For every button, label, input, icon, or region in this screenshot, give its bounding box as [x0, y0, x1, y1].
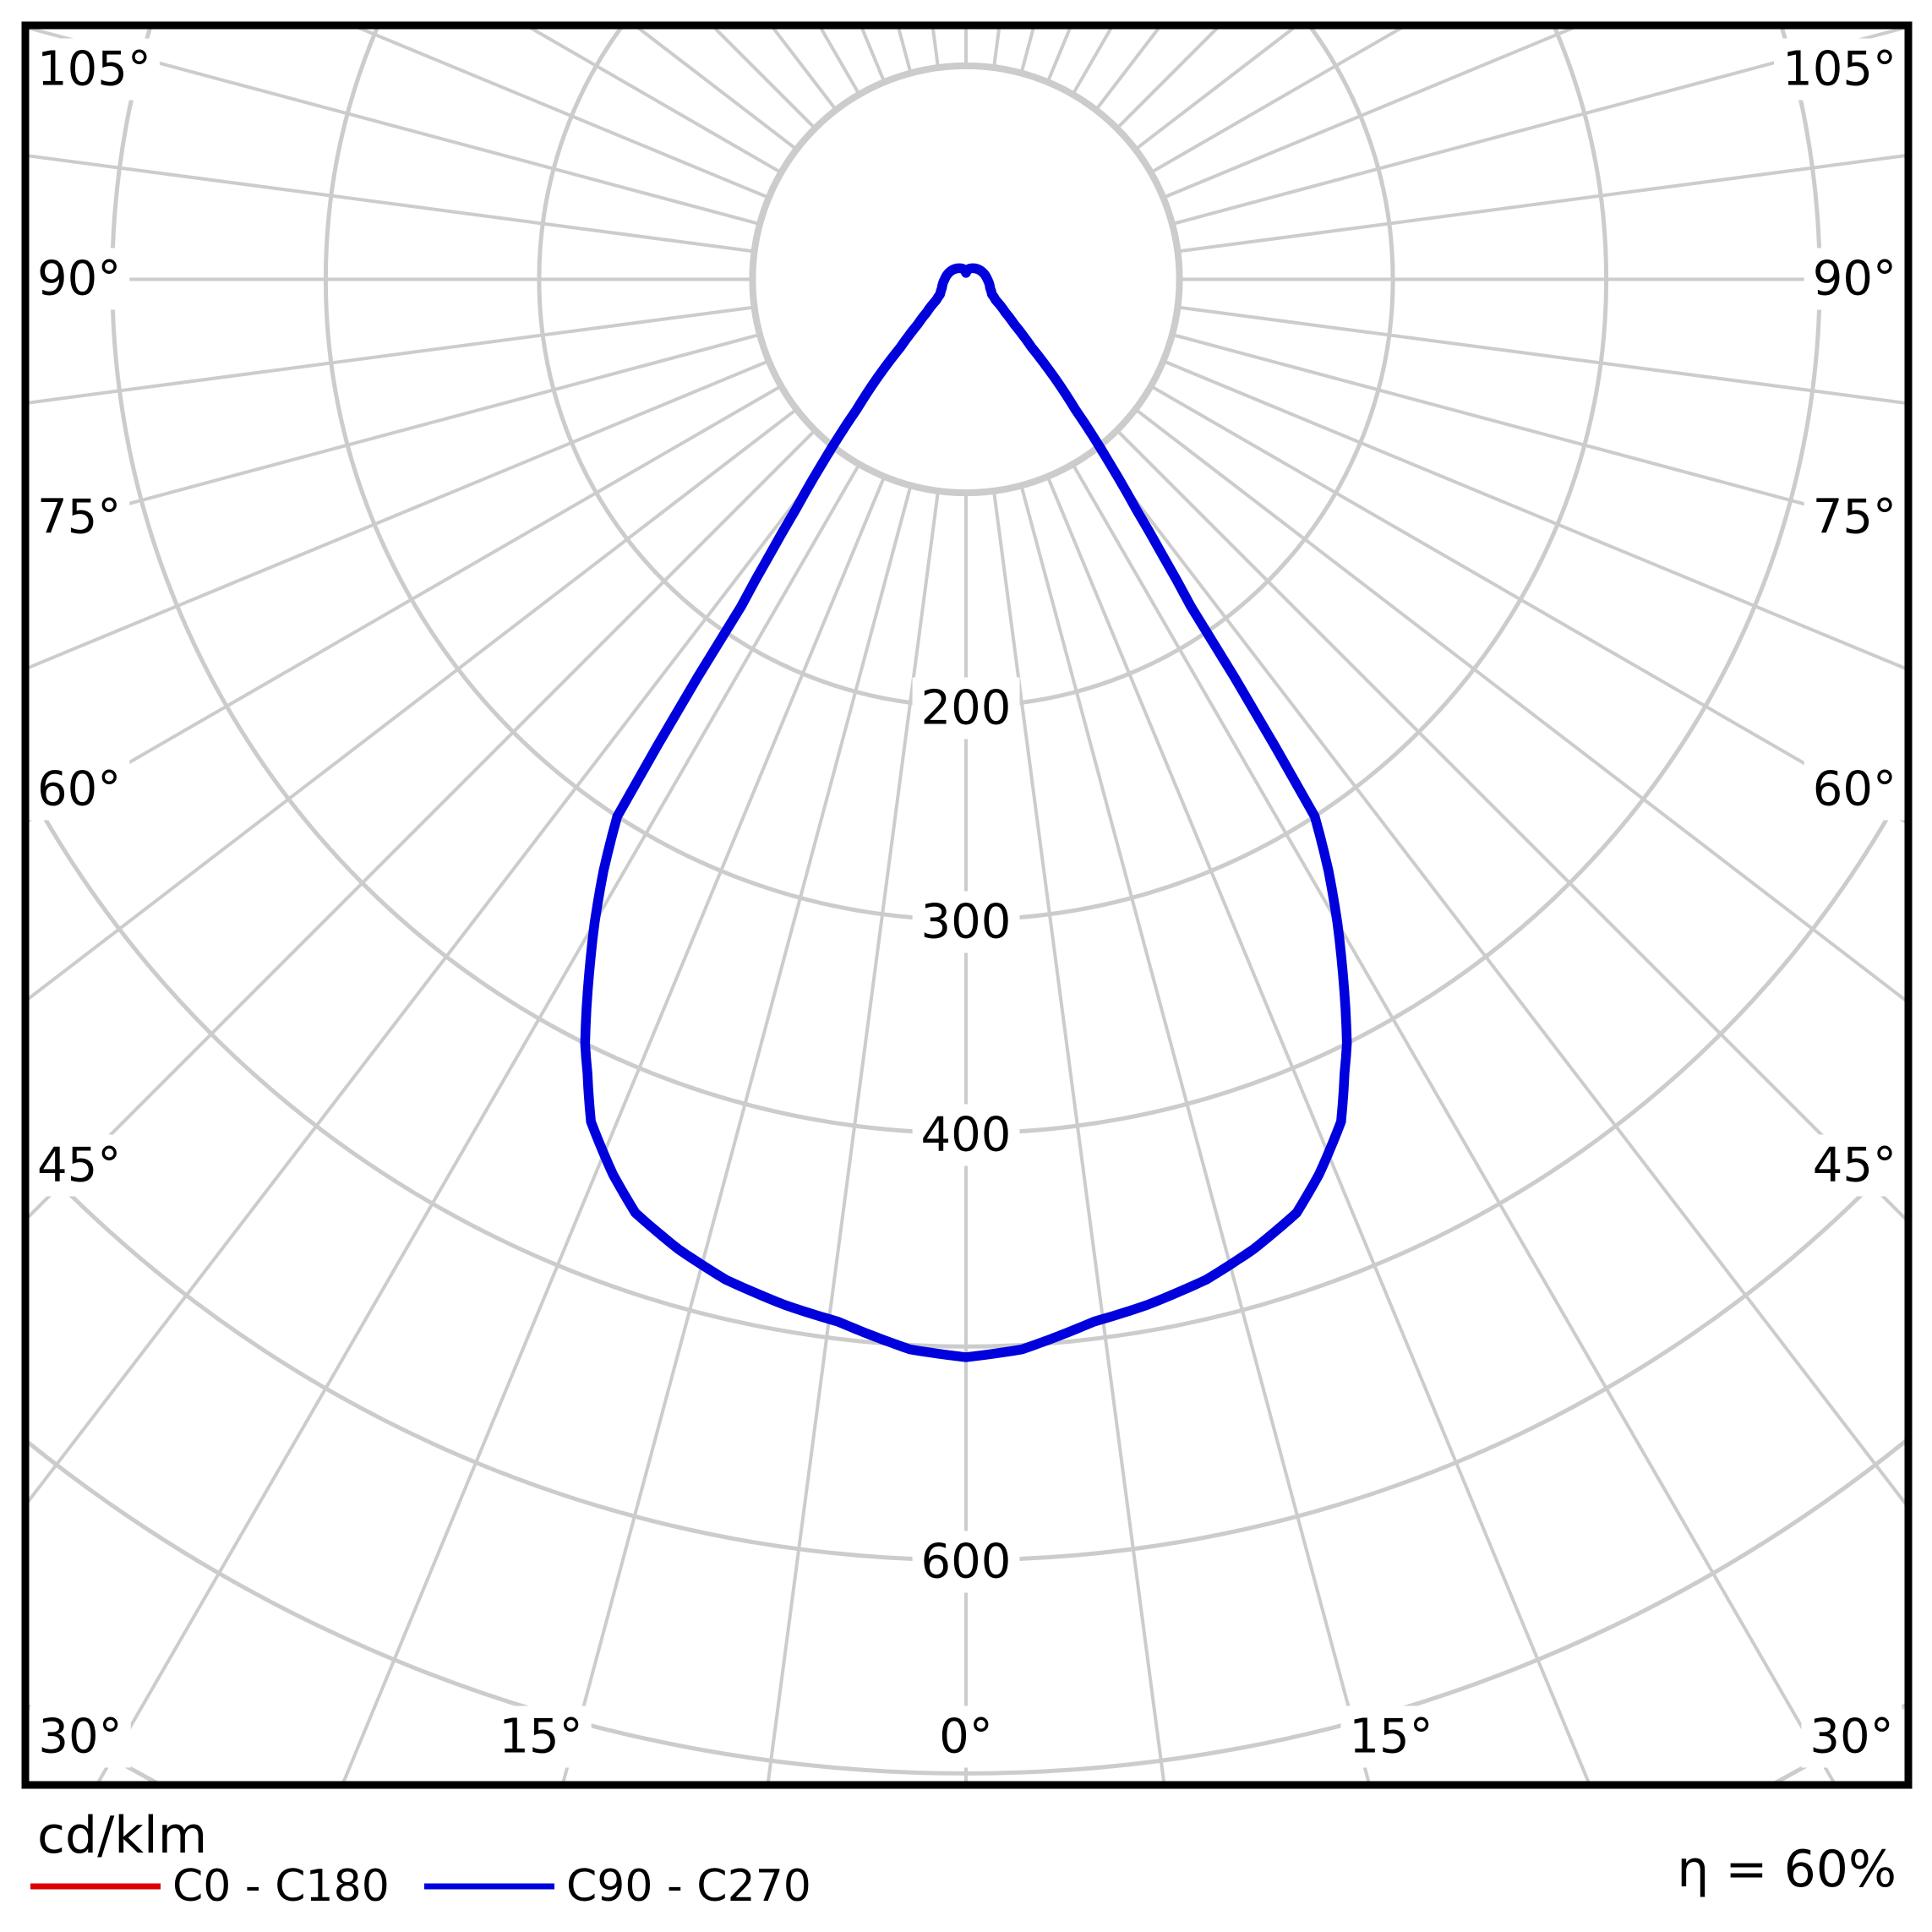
- angle-label-left-45: 45°: [37, 1138, 121, 1193]
- label-bg: [912, 1531, 1020, 1593]
- grid-radial-262.5: [29, 154, 755, 254]
- grid-radial-300: [29, 385, 783, 822]
- label-bg: [1804, 758, 1905, 821]
- grid-radial-60: [1149, 385, 1905, 823]
- grid-radial-315: [29, 428, 816, 1219]
- grid-radial-67.5: [1162, 359, 1905, 670]
- label-bg: [1340, 1706, 1442, 1768]
- label-bg: [29, 38, 160, 101]
- legend-label-c90-c270: C90 - C270: [566, 1861, 811, 1912]
- footer: cd/klm η = 60% C0 - C180 C90 - C270: [30, 1806, 1897, 1912]
- label-bg: [1804, 248, 1905, 310]
- angle-label-right-45: 45°: [1813, 1138, 1897, 1193]
- label-bg: [912, 677, 1020, 740]
- grid-radial-165: [1019, 29, 1035, 74]
- label-bg: [29, 1134, 130, 1197]
- angle-label-left-60: 60°: [37, 762, 121, 817]
- label-bg: [490, 1706, 592, 1768]
- grid-radial-22.5: [1045, 476, 1591, 1782]
- axis-labels: 105° 90° 75° 60° 45° 105° 90° 75° 60° 45…: [37, 42, 1897, 1765]
- grid-radial-322.5: [29, 447, 838, 1504]
- grid-radial-345: [561, 484, 913, 1782]
- ring-label-200: 200: [921, 681, 1012, 736]
- plot-border: [21, 21, 1913, 1789]
- grid-radial-247.5: [357, 29, 770, 199]
- grid-radial-30: [1071, 463, 1836, 1782]
- angle-label-left-75: 75°: [37, 490, 121, 545]
- efficiency-label: η = 60%: [1677, 1840, 1897, 1899]
- angle-label-bottom-right-30: 30°: [1809, 1710, 1893, 1765]
- legend-label-c0-c180: C0 - C180: [172, 1861, 390, 1912]
- grid-radial-307.5: [29, 407, 798, 1001]
- grid-radial-97.5: [1177, 154, 1905, 254]
- ring-label-400: 400: [921, 1108, 1012, 1163]
- grid-radial-202.5: [860, 29, 887, 83]
- grid-radial-15: [1019, 484, 1371, 1782]
- angle-label-right-90: 90°: [1813, 252, 1897, 307]
- label-bg: [912, 1104, 1020, 1166]
- grid-radial-330: [96, 463, 861, 1782]
- angle-label-right-105: 105°: [1782, 42, 1897, 97]
- grid-radial-277.5: [29, 305, 755, 405]
- grid-radial-75: [1171, 332, 1905, 533]
- label-bg: [29, 758, 130, 821]
- grid-radial-337.5: [341, 476, 887, 1782]
- grid-radial-157.5: [1045, 29, 1072, 83]
- label-bg: [29, 486, 130, 548]
- units-label: cd/klm: [37, 1806, 207, 1865]
- angle-label-bottom-right-15: 15°: [1349, 1710, 1433, 1765]
- grid-radial-45: [1116, 428, 1905, 1220]
- label-bg: [1774, 38, 1905, 101]
- angle-label-left-90: 90°: [37, 252, 121, 307]
- ring-label-600: 600: [921, 1535, 1012, 1590]
- intensity-curves: [580, 263, 1352, 1362]
- grid-radial-255: [29, 29, 761, 226]
- angle-label-bottom-left-15: 15°: [499, 1710, 582, 1765]
- curve-c90-c270: [580, 263, 1352, 1362]
- grid-radial-52.5: [1134, 407, 1905, 1002]
- label-bg: [912, 891, 1020, 953]
- grid-radial-82.5: [1177, 305, 1905, 405]
- grid-radial-285: [29, 332, 761, 532]
- label-bg: [1804, 1134, 1905, 1197]
- angle-label-right-60: 60°: [1813, 762, 1897, 817]
- grid-radial-292.5: [29, 359, 770, 669]
- grid-radial-105: [1171, 29, 1905, 226]
- grid-radial-352.5: [767, 490, 940, 1782]
- label-bg: [931, 1706, 1001, 1768]
- angle-label-left-105: 105°: [37, 42, 151, 97]
- angle-label-right-75: 75°: [1813, 490, 1897, 545]
- label-bg: [1801, 1706, 1902, 1768]
- angle-label-bottom-0: 0°: [939, 1710, 993, 1765]
- grid-radial-112.5: [1162, 29, 1575, 199]
- ring-label-300: 300: [921, 895, 1012, 950]
- grid-radial-7.5: [992, 490, 1165, 1782]
- grid-radial-195: [897, 29, 913, 74]
- label-bg: [30, 1706, 131, 1768]
- grid-ring-100: [749, 62, 1183, 497]
- label-bg: [1804, 486, 1905, 548]
- grid-radial-37.5: [1094, 447, 1905, 1506]
- angle-label-bottom-left-30: 30°: [38, 1710, 122, 1765]
- label-backgrounds: [29, 38, 1905, 1768]
- label-bg: [29, 248, 130, 310]
